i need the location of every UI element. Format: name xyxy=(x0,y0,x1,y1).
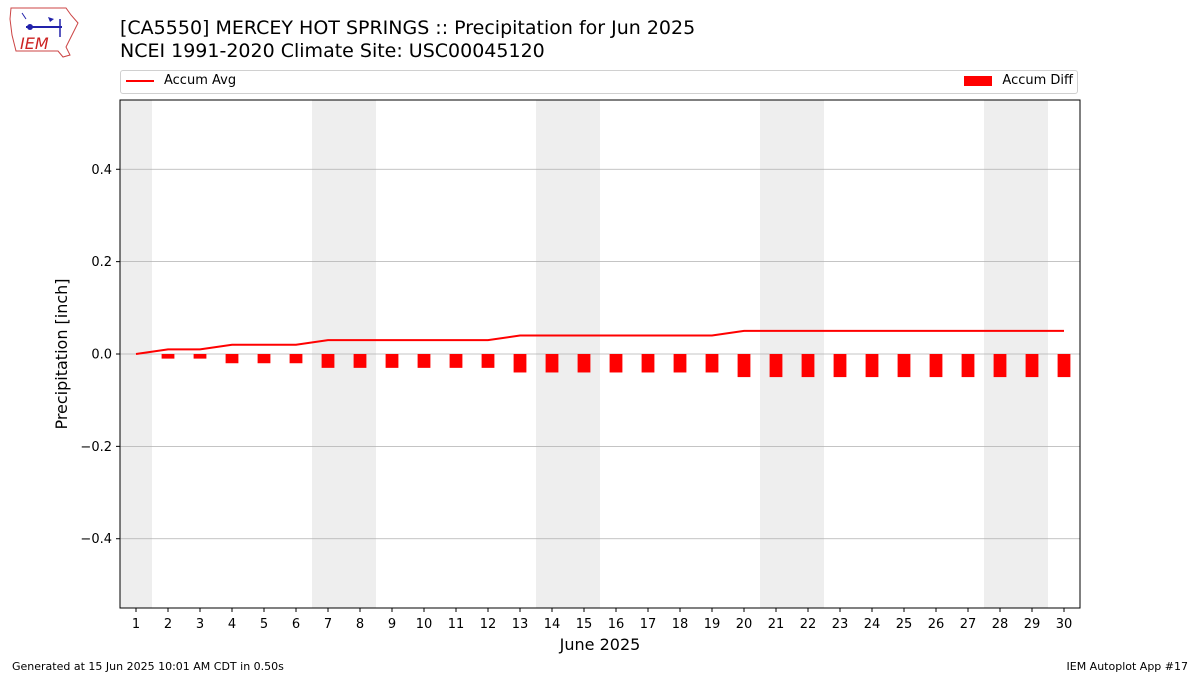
y-tick-label: 0.0 xyxy=(91,348,112,363)
bar-accum-diff xyxy=(769,354,783,378)
x-tick-label: 26 xyxy=(928,617,945,632)
bar-accum-diff xyxy=(417,354,431,368)
logo-text: IEM xyxy=(20,34,49,53)
x-tick-label: 6 xyxy=(292,617,300,632)
bar-accum-diff xyxy=(225,354,239,364)
y-tick-label: 0.2 xyxy=(91,255,112,270)
bar-accum-diff xyxy=(705,354,719,373)
y-axis-label: Precipitation [inch] xyxy=(52,278,71,429)
x-tick-label: 13 xyxy=(512,617,529,632)
bar-accum-diff xyxy=(385,354,399,368)
legend-label-accum-avg: Accum Avg xyxy=(164,73,237,88)
x-tick-label: 15 xyxy=(576,617,593,632)
x-tick-label: 24 xyxy=(864,617,881,632)
x-tick-label: 18 xyxy=(672,617,689,632)
x-tick-label: 29 xyxy=(1024,617,1041,632)
bar-accum-diff xyxy=(545,354,559,373)
legend-line-swatch xyxy=(126,79,154,82)
x-tick-label: 22 xyxy=(800,617,817,632)
x-tick-label: 7 xyxy=(324,617,332,632)
x-tick-label: 4 xyxy=(228,617,236,632)
legend-entry-accum-diff: Accum Diff xyxy=(964,73,1073,88)
y-tick-label: 0.4 xyxy=(91,163,112,178)
bar-accum-diff xyxy=(321,354,335,368)
chart-title: [CA5550] MERCEY HOT SPRINGS :: Precipita… xyxy=(120,17,696,39)
bar-accum-diff xyxy=(993,354,1007,378)
bar-accum-diff xyxy=(609,354,623,373)
bar-accum-diff xyxy=(801,354,815,378)
line-accum-avg xyxy=(135,329,1064,355)
x-tick-label: 5 xyxy=(260,617,268,632)
legend-bar-swatch xyxy=(964,75,993,86)
footer-generated: Generated at 15 Jun 2025 10:01 AM CDT in… xyxy=(12,660,284,673)
bar-accum-diff xyxy=(161,354,175,359)
x-tick-label: 10 xyxy=(416,617,433,632)
x-tick-label: 1 xyxy=(132,617,140,632)
x-axis-label: June 2025 xyxy=(559,635,641,654)
bar-accum-diff xyxy=(353,354,367,368)
x-tick-label: 11 xyxy=(448,617,465,632)
bar-accum-diff xyxy=(449,354,463,368)
bar-accum-diff xyxy=(481,354,495,368)
x-tick-label: 3 xyxy=(196,617,204,632)
bar-accum-diff xyxy=(865,354,879,378)
bar-accum-diff xyxy=(1057,354,1071,378)
legend-label-accum-diff: Accum Diff xyxy=(1002,73,1073,88)
bar-accum-diff xyxy=(577,354,591,373)
bar-accum-diff xyxy=(1025,354,1039,378)
bar-accum-diff xyxy=(257,354,271,364)
iem-logo-graphic: IEM xyxy=(9,7,79,58)
bar-accum-diff xyxy=(897,354,911,378)
bar-accum-diff xyxy=(737,354,751,378)
x-tick-label: 20 xyxy=(736,617,753,632)
x-tick-label: 17 xyxy=(640,617,657,632)
x-tick-label: 28 xyxy=(992,617,1009,632)
bar-accum-diff xyxy=(929,354,943,378)
x-tick-label: 9 xyxy=(388,617,396,632)
y-tick-label: −0.2 xyxy=(80,440,112,455)
chart-legend: Accum Avg Accum Diff xyxy=(120,70,1078,94)
bar-accum-diff xyxy=(193,354,207,359)
x-tick-label: 21 xyxy=(768,617,785,632)
bar-accum-diff xyxy=(289,354,303,364)
x-tick-label: 2 xyxy=(164,617,172,632)
x-tick-label: 23 xyxy=(832,617,849,632)
bar-accum-diff xyxy=(961,354,975,378)
legend-entry-accum-avg: Accum Avg xyxy=(126,73,236,88)
x-tick-label: 25 xyxy=(896,617,913,632)
chart-subtitle: NCEI 1991-2020 Climate Site: USC00045120 xyxy=(120,40,545,62)
x-tick-label: 30 xyxy=(1056,617,1073,632)
bar-accum-diff xyxy=(833,354,847,378)
x-tick-label: 19 xyxy=(704,617,721,632)
footer-app-label: IEM Autoplot App #17 xyxy=(1066,660,1189,673)
x-tick-label: 12 xyxy=(480,617,497,632)
bar-accum-diff xyxy=(673,354,687,373)
bar-accum-diff xyxy=(641,354,655,373)
x-tick-label: 8 xyxy=(356,617,364,632)
x-tick-label: 16 xyxy=(608,617,625,632)
iem-logo: IEM xyxy=(8,5,80,59)
bar-accum-diff xyxy=(513,354,527,373)
x-tick-label: 27 xyxy=(960,617,977,632)
x-tick-label: 14 xyxy=(544,617,561,632)
y-tick-label: −0.4 xyxy=(80,532,112,547)
